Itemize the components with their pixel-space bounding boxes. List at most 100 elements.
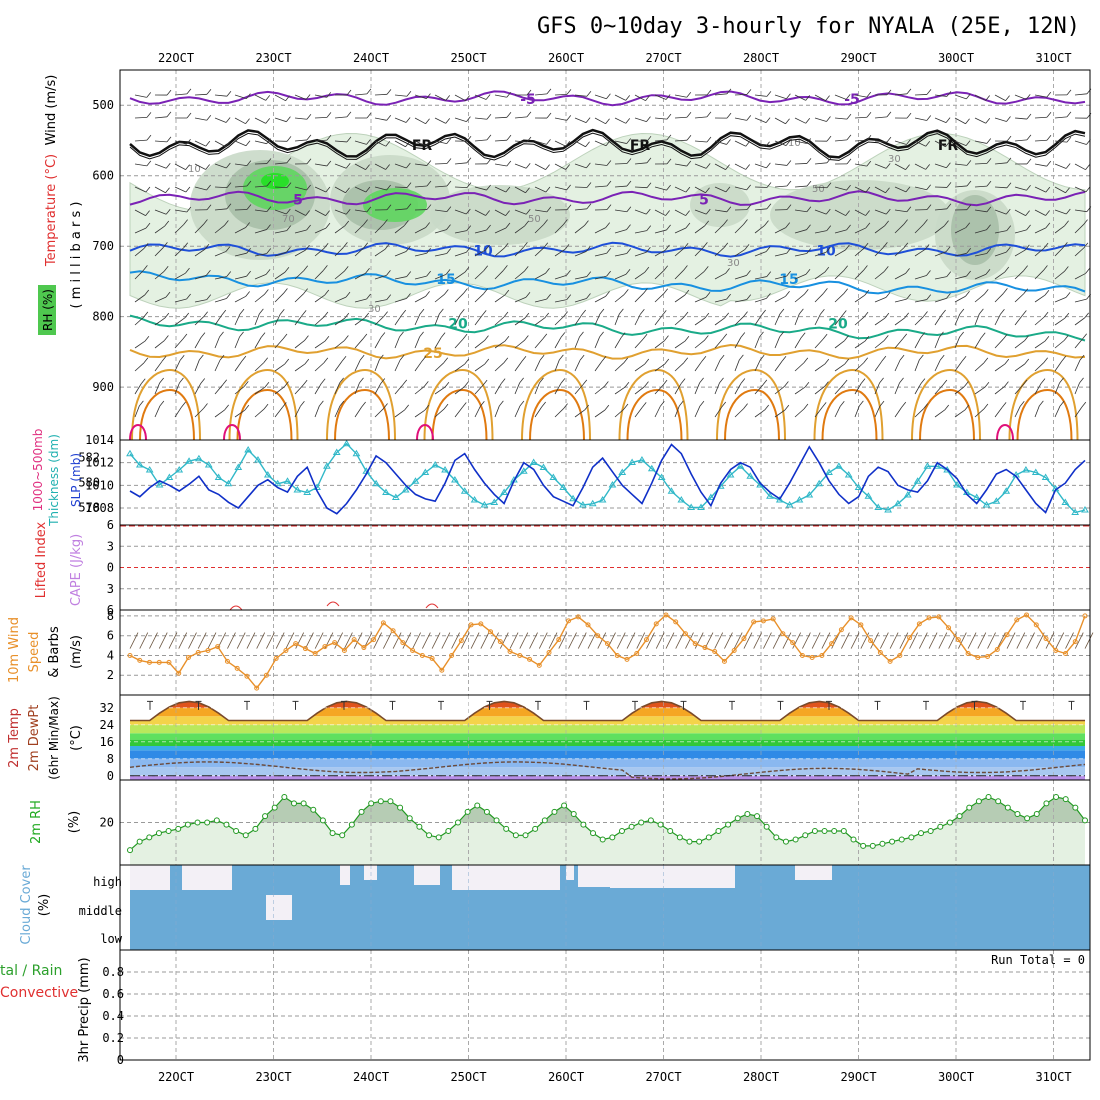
wind-barb [634, 407, 643, 418]
wind-barb [254, 94, 266, 101]
wind10-barb [285, 632, 295, 649]
wind-barb [1074, 224, 1084, 234]
wind-barb-feather [1025, 94, 1031, 100]
wind-barb-feather [1045, 222, 1051, 229]
wind-barb [754, 208, 767, 211]
wind-barb [194, 337, 202, 349]
thickness-marker [579, 501, 587, 508]
wind-barb [494, 383, 502, 395]
rh2m-marker [773, 834, 780, 841]
wind-barb [1034, 294, 1046, 303]
wind10-title-c: & Barbs [47, 626, 62, 678]
wind-barb-feather [1026, 134, 1032, 141]
wind-barb [234, 163, 247, 167]
wind-barb [694, 271, 705, 280]
wind10-barb [577, 632, 587, 649]
wind-barb-feather [366, 206, 372, 213]
wind-barb [754, 384, 764, 395]
wind-barb [794, 163, 808, 165]
wind-barb [834, 293, 844, 303]
wind-barb [614, 117, 626, 124]
wind-barb [654, 186, 667, 191]
wind-barb-feather [506, 160, 512, 167]
wind-barb-feather [1079, 354, 1085, 361]
wind-barb [174, 140, 187, 145]
wind-barb-feather [885, 292, 891, 298]
wind10-speed-marker [907, 635, 913, 641]
wind-barb [774, 336, 780, 349]
thickness-marker [126, 449, 134, 457]
wind-barb [434, 185, 447, 188]
precip-total-title: tal / Rain [0, 963, 62, 979]
wind-barb-feather [581, 309, 587, 316]
isotherm-FR-outline [129, 132, 1086, 161]
wind-barb [974, 229, 987, 234]
wind-barb [594, 409, 606, 418]
wind-barb [714, 317, 725, 326]
wind-barb-feather [1045, 186, 1051, 193]
wind10-barb [207, 632, 217, 649]
wind-barb [654, 94, 667, 100]
wind-barb [814, 271, 826, 280]
rh2m-marker [618, 828, 625, 834]
wind-barb-feather [524, 312, 530, 319]
wind10-barb [938, 632, 948, 649]
wind-barb [174, 163, 186, 170]
wind-barb [214, 94, 227, 97]
wind-barb-feather [885, 163, 891, 169]
wind-barb [874, 382, 880, 395]
wind-barb-feather [765, 117, 771, 123]
rh-contour-region [430, 185, 570, 245]
wind-barb [774, 163, 787, 166]
wind-barb [374, 93, 388, 96]
wind10-speed-marker [419, 652, 425, 658]
wind-barb [334, 340, 345, 349]
wind-barb [694, 140, 707, 143]
wind-barb [494, 139, 507, 142]
precip-convective-title: Convective [0, 985, 78, 1001]
wind-barb [674, 405, 680, 418]
wind-barb [354, 359, 361, 372]
wind-barb [1034, 270, 1044, 280]
wind10-speed-marker [273, 655, 279, 661]
wind-barb-feather [826, 225, 832, 231]
wind-barb-feather [425, 222, 430, 228]
wind-barb-feather [842, 379, 848, 386]
wind-barb [974, 140, 987, 144]
wind-barb [314, 163, 327, 167]
thickness-marker [638, 456, 646, 463]
rh2m-marker [667, 828, 674, 834]
rh-tick-label: 20 [100, 816, 114, 830]
wind-barb [534, 186, 547, 193]
wind10-speed-marker [244, 673, 250, 679]
rh2m-marker [956, 813, 963, 820]
wind-barb [954, 227, 966, 234]
wind-barb [354, 186, 367, 193]
thickness-marker [913, 477, 922, 484]
wind-barb [174, 338, 184, 349]
wind-barb [614, 273, 627, 280]
wind10-barb [646, 632, 655, 649]
wind-barb-feather [323, 243, 329, 249]
wind-barb-feather [646, 135, 652, 142]
wind-barb [614, 337, 622, 349]
wind-barb [954, 386, 965, 395]
thickness-marker [628, 458, 636, 465]
wind-barb-feather [683, 357, 689, 364]
wind-barb-feather [585, 141, 590, 147]
wind-barb-feather [565, 164, 570, 170]
wind10-speed-marker [1033, 622, 1039, 628]
wind10-speed-marker [858, 622, 864, 628]
wind-barb [554, 299, 567, 303]
wind-barb-feather [546, 206, 552, 213]
wind-barb-feather [839, 400, 845, 407]
rh2m-marker [975, 798, 982, 805]
wind-barb-feather [886, 136, 892, 143]
wind-barb-feather [706, 136, 712, 143]
wind-barb [634, 94, 646, 102]
wind-barb-feather [379, 354, 384, 361]
wind-barb-feather [805, 118, 811, 124]
wind-barb-feather [163, 242, 168, 248]
wind-barb [674, 163, 687, 167]
